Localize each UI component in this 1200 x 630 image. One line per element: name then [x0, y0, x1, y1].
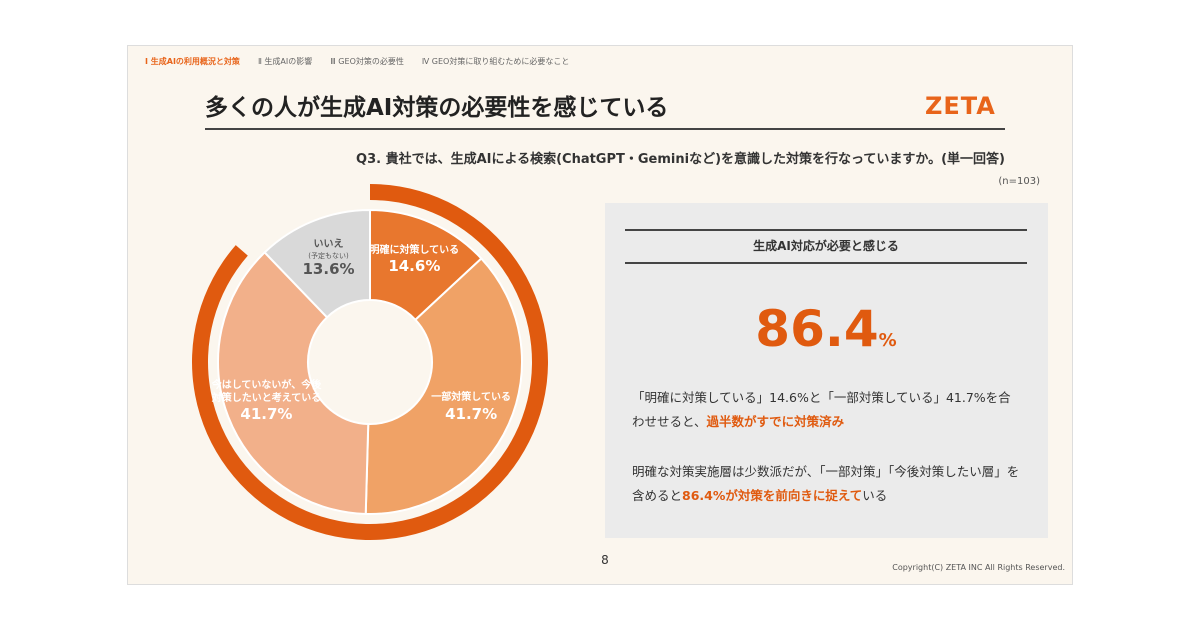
breadcrumb-item: Ⅳ GEO対策に取り組むために必要なこと: [421, 57, 570, 66]
slice-category: いいえ: [313, 239, 344, 251]
panel-paragraph: 「明確に対策している」14.6%と「一部対策している」41.7%を合わせせると、…: [632, 386, 1022, 434]
highlight-unit: %: [878, 330, 897, 351]
donut-slice: [369, 208, 483, 322]
text: 「明確に対策している」14.6%と「一部対策している」41.7%を合わせせると、: [632, 390, 1011, 429]
donut-slice: [217, 251, 370, 515]
slice-label: 一部対策している 41.7%: [416, 392, 526, 423]
slice-label: 明確に対策している 14.6%: [359, 245, 469, 276]
sample-size: (n=103): [998, 176, 1040, 187]
highlight-figure: 86.4%: [625, 300, 1027, 358]
panel-rule: [625, 229, 1027, 231]
title-rule: [205, 128, 1005, 130]
logo: ZETA: [925, 92, 996, 120]
highlight-value: 86.4: [755, 300, 879, 358]
breadcrumb-item: Ⅱ 生成AIの影響: [257, 57, 313, 66]
breadcrumb-item: Ⅲ GEO対策の必要性: [330, 57, 404, 66]
slice-value: 41.7%: [240, 405, 293, 424]
copyright: Copyright(C) ZETA INC All Rights Reserve…: [892, 563, 1065, 572]
donut-slice: [263, 208, 371, 319]
slice-category: 一部対策している: [431, 392, 511, 404]
slice-sublabel: (予定もない): [308, 251, 349, 260]
slide-title: 多くの人が生成AI対策の必要性を感じている: [205, 95, 669, 121]
emphasis: 86.4%が対策を前向きに捉えて: [682, 488, 863, 503]
slice-category: 明確に対策している: [369, 244, 460, 256]
panel-heading: 生成AI対応が必要と感じる: [753, 239, 899, 253]
panel-rule: [625, 262, 1027, 264]
text: 明確な対策実施層は少数派だが、「一部対策」「今後対策したい層」を含めると: [632, 464, 1020, 503]
question: Q3. 貴社では、生成AIによる検索(ChatGPT・Geminiなど)を意識し…: [356, 152, 1005, 167]
slice-value: 13.6%: [302, 260, 355, 279]
page-number: 8: [601, 553, 609, 567]
summary-panel: [605, 203, 1048, 538]
emphasis: 過半数がすでに対策済み: [706, 414, 845, 429]
slice-value: 41.7%: [445, 404, 498, 423]
donut-slice: [364, 257, 523, 515]
text: いる: [862, 488, 888, 503]
slice-value: 14.6%: [388, 257, 441, 276]
breadcrumb-item: Ⅰ 生成AIの利用概況と対策: [145, 57, 240, 66]
panel-paragraph: 明確な対策実施層は少数派だが、「一部対策」「今後対策したい層」を含めると86.4…: [632, 460, 1022, 508]
slice-label: 今はしていないが、今後対策したいと考えている 41.7%: [211, 380, 322, 424]
slice-label: いいえ (予定もない) 13.6%: [274, 239, 384, 279]
slice-category: 今はしていないが、今後対策したいと考えている: [211, 380, 322, 404]
